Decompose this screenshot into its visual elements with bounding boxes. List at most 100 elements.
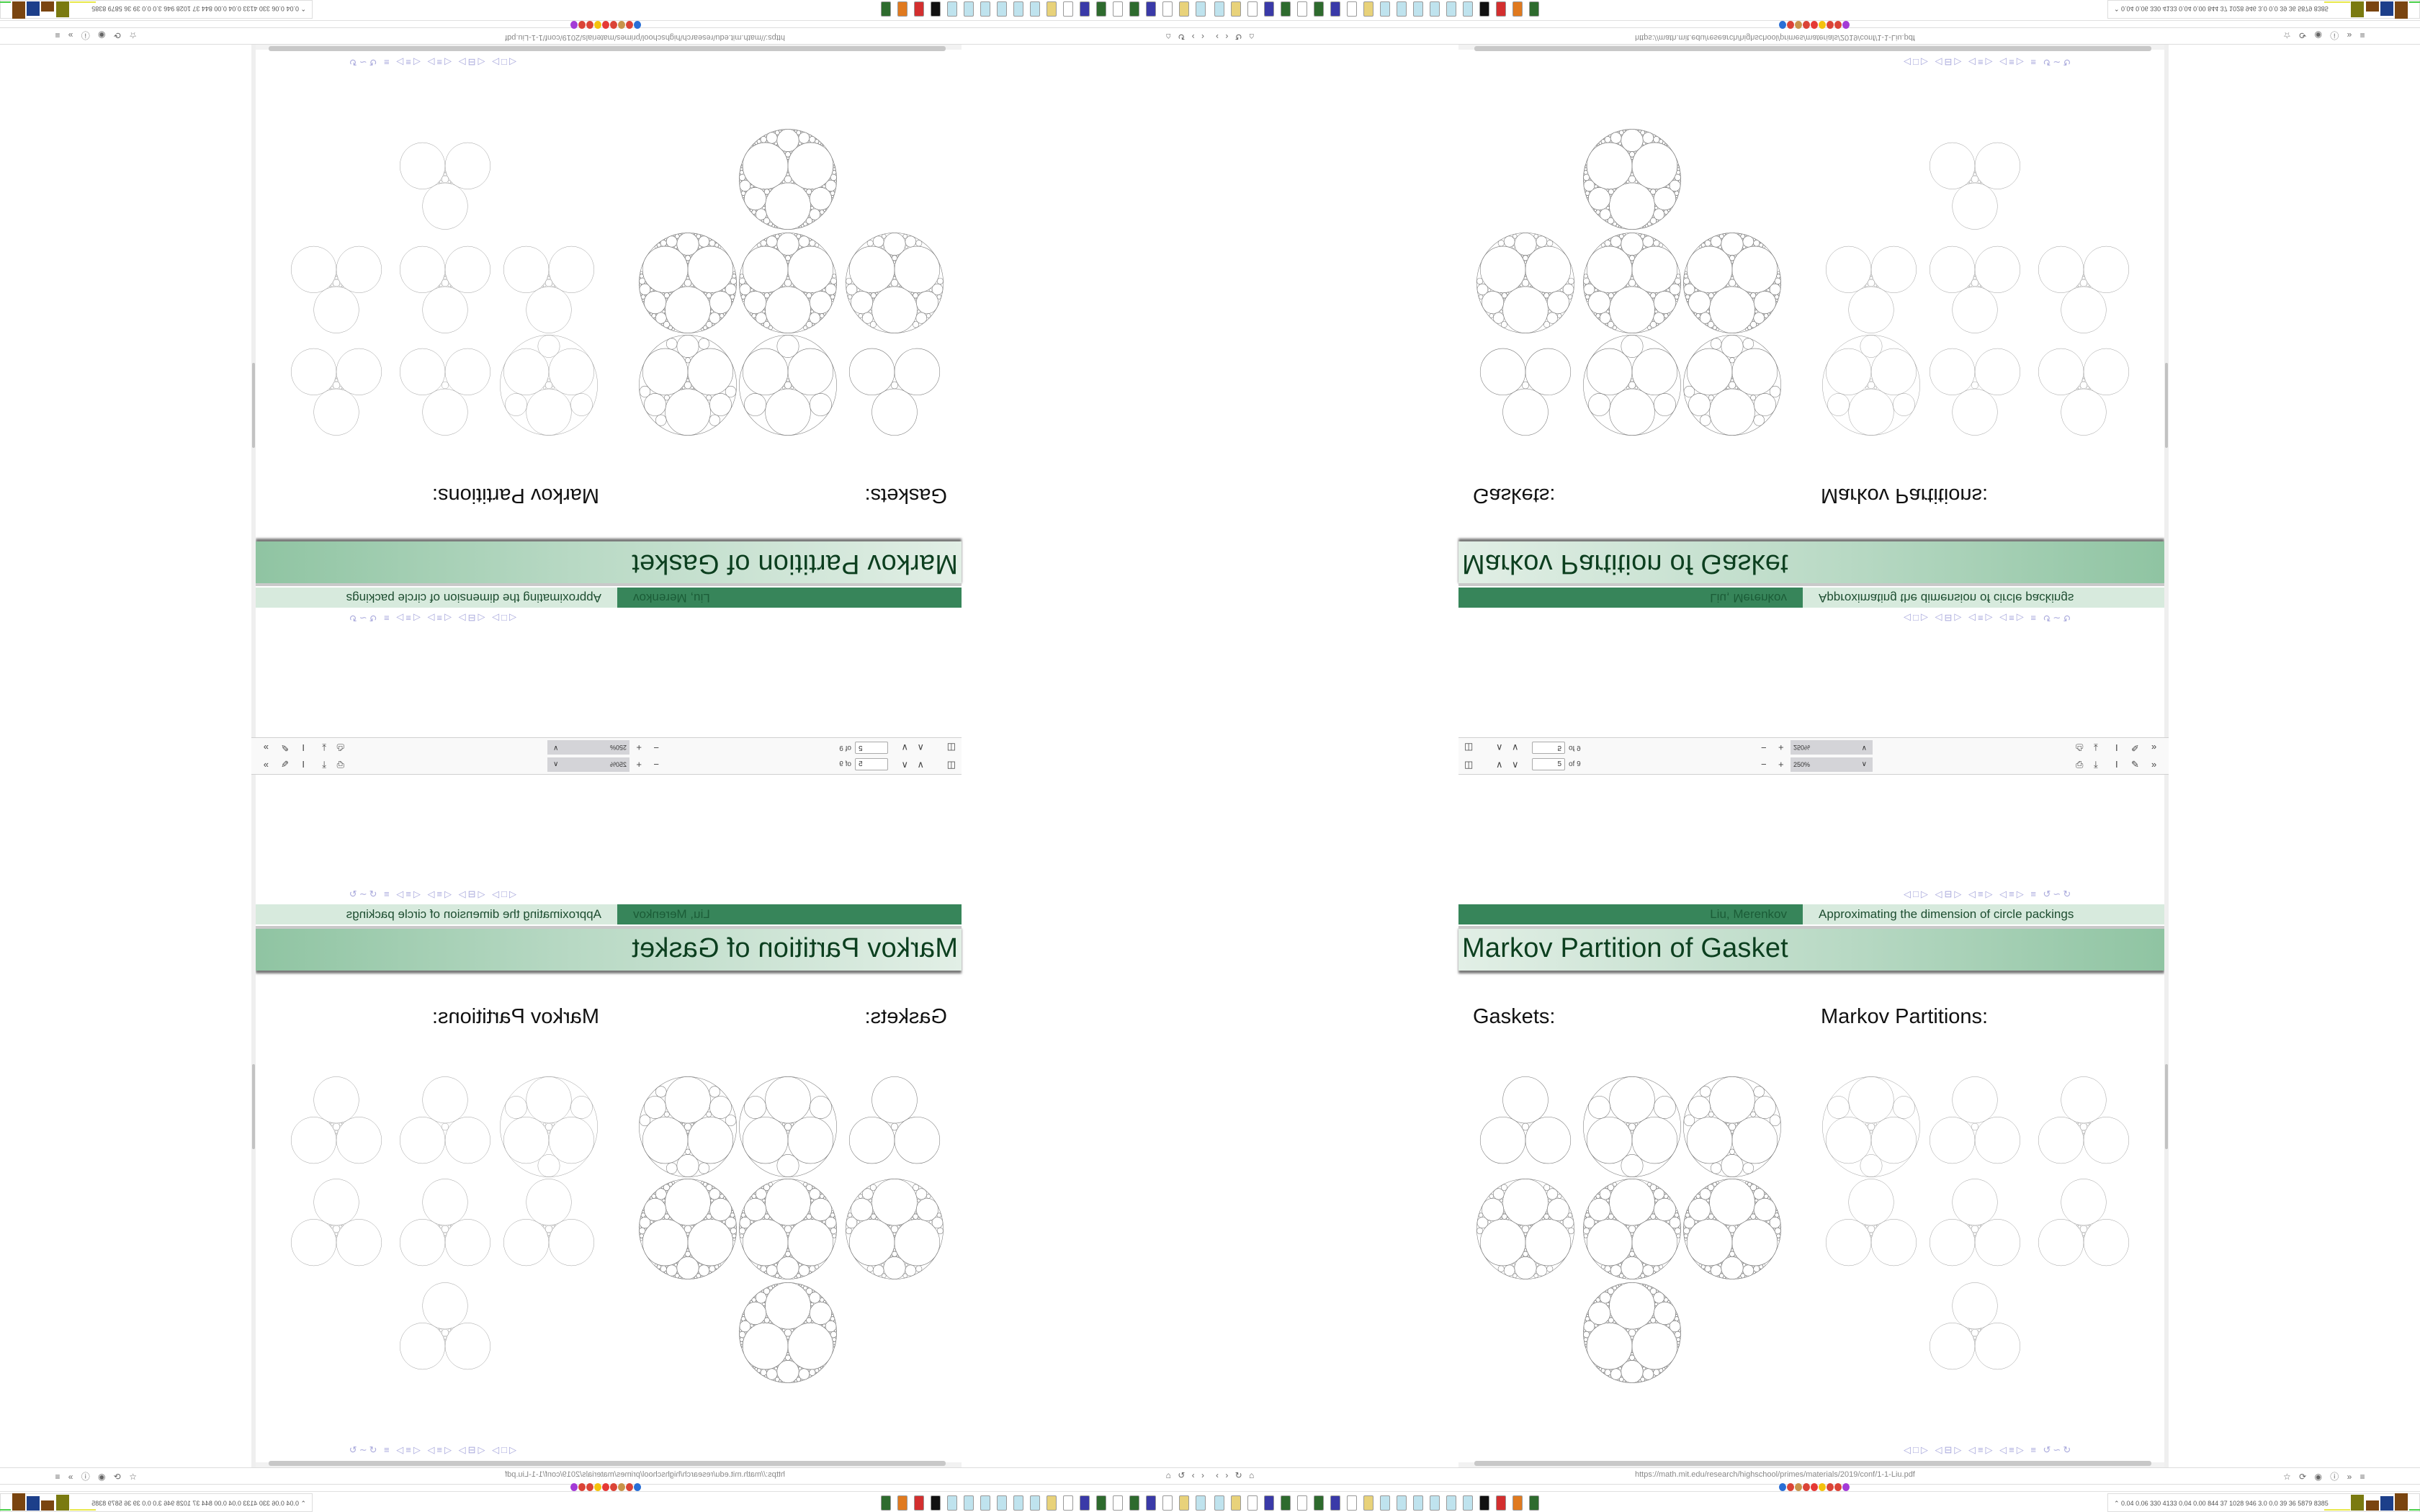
zoom-out-button[interactable]: −	[653, 759, 659, 770]
zoom-in-button[interactable]: +	[1778, 742, 1784, 753]
chevron-up-icon[interactable]: ⌃	[298, 1500, 306, 1507]
text-select-icon[interactable]: I	[2115, 742, 2118, 753]
taskbar-app-icon[interactable]	[881, 1, 891, 17]
bookmark-icon[interactable]	[586, 21, 593, 29]
zoom-select[interactable]: 250% ∨	[547, 740, 629, 755]
bookmark-icon[interactable]	[1834, 1483, 1842, 1491]
download-icon[interactable]: ⤓	[322, 742, 326, 753]
taskbar-app-icon[interactable]	[1297, 1, 1307, 17]
sidebar-toggle-icon[interactable]: ◫	[1464, 742, 1474, 753]
taskbar-app-icon[interactable]	[1129, 1495, 1139, 1511]
beamer-nav-icons[interactable]: ◁□▷ ◁⊟▷ ◁≡▷ ◁≡▷ ≡ ↺∽↻	[1904, 613, 2074, 624]
browser-toolbar-icons[interactable]: ☆ ⟳ ◉ ⓘ » ≡	[2283, 30, 2368, 40]
draw-pen-icon[interactable]: ✎	[281, 742, 289, 753]
taskbar-app-icon[interactable]	[1314, 1, 1324, 17]
sidebar-toggle-icon[interactable]: ◫	[946, 742, 956, 753]
taskbar-app-icon[interactable]	[980, 1, 990, 17]
taskbar-app-icon[interactable]	[997, 1495, 1007, 1511]
browser-nav-icons[interactable]: ‹ › ↻ ⌂	[1163, 32, 1204, 42]
taskbar-app-icon[interactable]	[1330, 1, 1340, 17]
bookmark-icon[interactable]	[610, 1483, 617, 1491]
scrollbar-thumb[interactable]	[252, 363, 255, 448]
taskbar-app-icon[interactable]	[1413, 1, 1423, 17]
taskbar-app-icon[interactable]	[914, 1495, 924, 1511]
beamer-nav-icons[interactable]: ◁□▷ ◁⊟▷ ◁≡▷ ◁≡▷ ≡ ↺∽↻	[1904, 888, 2074, 899]
taskbar-app-icon[interactable]	[1347, 1, 1357, 17]
previous-page-button[interactable]: ∧	[1496, 742, 1503, 753]
taskbar-app-icon[interactable]	[1080, 1, 1090, 17]
bookmark-icon[interactable]	[594, 1483, 601, 1491]
taskbar-app-icon[interactable]	[1446, 1495, 1456, 1511]
taskbar-app-icon[interactable]	[1413, 1495, 1423, 1511]
vertical-scrollbar[interactable]	[251, 775, 256, 1469]
bookmark-icon[interactable]	[634, 1483, 641, 1491]
previous-page-button[interactable]: ∧	[917, 759, 924, 770]
taskbar-app-icon[interactable]	[1196, 1495, 1206, 1511]
url-field[interactable]: https://math.mit.edu/research/highschool…	[505, 1470, 785, 1479]
previous-page-button[interactable]: ∧	[917, 742, 924, 753]
page-number-input[interactable]: 5	[855, 758, 888, 770]
taskbar-app-icon[interactable]	[1330, 1495, 1340, 1511]
bookmark-icon[interactable]	[618, 1483, 625, 1491]
more-tools-button[interactable]: »	[2151, 759, 2157, 770]
page-number-input[interactable]: 5	[1532, 758, 1565, 770]
taskbar-app-icon[interactable]	[1529, 1495, 1539, 1511]
taskbar-app-icon[interactable]	[931, 1, 941, 17]
taskbar-app-icon[interactable]	[1247, 1, 1258, 17]
taskbar-app-icon[interactable]	[931, 1495, 941, 1511]
bookmark-icon[interactable]	[1811, 21, 1818, 29]
download-icon[interactable]: ⤓	[2094, 742, 2098, 753]
taskbar-app-icon[interactable]	[947, 1495, 957, 1511]
horizontal-scrollbar[interactable]	[1474, 1461, 2151, 1466]
taskbar-app-icon[interactable]	[1030, 1495, 1040, 1511]
vertical-scrollbar[interactable]	[2164, 43, 2169, 737]
bookmark-icon[interactable]	[1819, 21, 1826, 29]
taskbar-app-icon[interactable]	[1529, 1, 1539, 17]
draw-pen-icon[interactable]: ✎	[2131, 742, 2139, 753]
taskbar-app-icon[interactable]	[1214, 1, 1224, 17]
bookmark-icon[interactable]	[1779, 1483, 1786, 1491]
taskbar-app-icon[interactable]	[1231, 1495, 1241, 1511]
vertical-scrollbar[interactable]	[2164, 775, 2169, 1469]
taskbar-app-icon[interactable]	[1446, 1, 1456, 17]
beamer-nav-icons[interactable]: ◁□▷ ◁⊟▷ ◁≡▷ ◁≡▷ ≡ ↺∽↻	[346, 1444, 516, 1455]
bookmark-icon[interactable]	[1842, 1483, 1850, 1491]
taskbar-app-icon[interactable]	[1247, 1495, 1258, 1511]
beamer-nav-icons[interactable]: ◁□▷ ◁⊟▷ ◁≡▷ ◁≡▷ ≡ ↺∽↻	[346, 888, 516, 899]
print-icon[interactable]: ⎙	[2076, 742, 2084, 753]
taskbar-app-icon[interactable]	[1363, 1495, 1373, 1511]
bookmark-icon[interactable]	[1779, 21, 1786, 29]
taskbar-app-icon[interactable]	[881, 1495, 891, 1511]
beamer-nav-icons[interactable]: ◁□▷ ◁⊟▷ ◁≡▷ ◁≡▷ ≡ ↺∽↻	[1904, 57, 2074, 68]
taskbar-app-icon[interactable]	[914, 1, 924, 17]
bookmark-icon[interactable]	[1787, 1483, 1794, 1491]
taskbar-app-icon[interactable]	[1063, 1495, 1073, 1511]
bookmark-icon[interactable]	[594, 21, 601, 29]
zoom-in-button[interactable]: +	[636, 742, 642, 753]
beamer-nav-icons[interactable]: ◁□▷ ◁⊟▷ ◁≡▷ ◁≡▷ ≡ ↺∽↻	[1904, 1444, 2074, 1455]
url-field[interactable]: https://math.mit.edu/research/highschool…	[1635, 33, 1915, 42]
zoom-select[interactable]: 250% ∨	[1791, 740, 1873, 755]
download-icon[interactable]: ⤓	[322, 759, 326, 770]
taskbar-app-icon[interactable]	[1363, 1, 1373, 17]
taskbar-app-icon[interactable]	[1430, 1495, 1440, 1511]
next-page-button[interactable]: ∨	[1512, 759, 1519, 770]
print-icon[interactable]: ⎙	[336, 742, 344, 753]
taskbar-app-icon[interactable]	[1146, 1, 1156, 17]
taskbar-app-icon[interactable]	[1196, 1, 1206, 17]
taskbar-app-icon[interactable]	[1281, 1495, 1291, 1511]
draw-pen-icon[interactable]: ✎	[281, 759, 289, 770]
taskbar-app-icon[interactable]	[1380, 1, 1390, 17]
bookmark-icon[interactable]	[578, 21, 586, 29]
taskbar-app-icon[interactable]	[1096, 1, 1106, 17]
taskbar-app-icon[interactable]	[1096, 1495, 1106, 1511]
taskbar-app-icon[interactable]	[947, 1, 957, 17]
scrollbar-thumb[interactable]	[2165, 1064, 2168, 1149]
taskbar-app-icon[interactable]	[1162, 1, 1173, 17]
zoom-out-button[interactable]: −	[1761, 759, 1767, 770]
print-icon[interactable]: ⎙	[336, 759, 344, 770]
chevron-up-icon[interactable]: ⌃	[298, 5, 306, 12]
horizontal-scrollbar[interactable]	[269, 46, 946, 51]
text-select-icon[interactable]: I	[302, 759, 305, 770]
taskbar-app-icon[interactable]	[1080, 1495, 1090, 1511]
